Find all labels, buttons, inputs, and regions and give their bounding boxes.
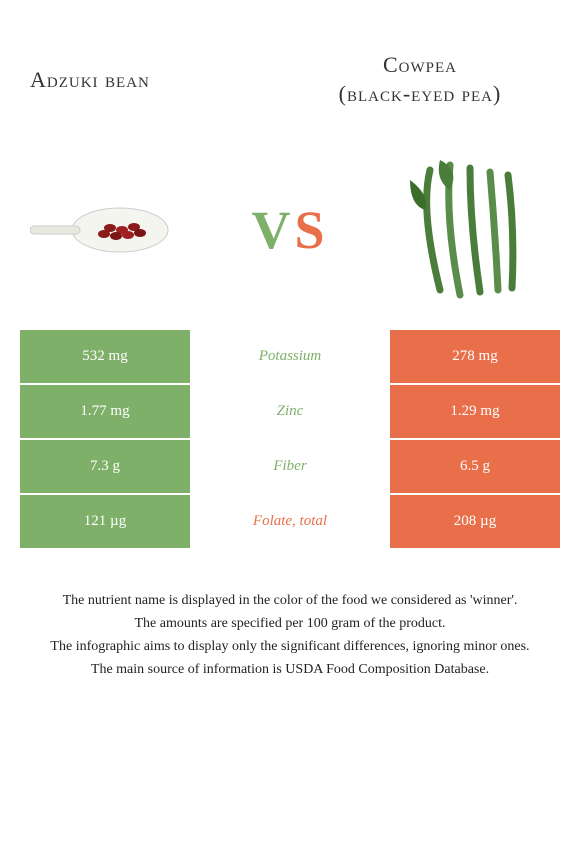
right-food-title: Cowpea (black-eyed pea) [290,51,550,108]
right-title-line2: (black-eyed pea) [290,80,550,109]
footnote-line: The nutrient name is displayed in the co… [20,590,560,611]
nutrient-name: Zinc [190,385,390,440]
vs-label: VS [251,199,328,261]
left-value: 121 µg [20,495,190,550]
nutrient-table: 532 mgPotassium278 mg1.77 mgZinc1.29 mg7… [20,330,560,550]
nutrient-name: Fiber [190,440,390,495]
right-value: 6.5 g [390,440,560,495]
left-value: 7.3 g [20,440,190,495]
images-row: VS [0,140,580,320]
nutrient-row: 7.3 gFiber6.5 g [20,440,560,495]
vs-s: S [294,200,328,260]
footnote-line: The main source of information is USDA F… [20,659,560,680]
left-food-image [30,160,190,300]
nutrient-row: 532 mgPotassium278 mg [20,330,560,385]
header: Adzuki bean Cowpea (black-eyed pea) [0,0,580,140]
right-value: 1.29 mg [390,385,560,440]
footnotes: The nutrient name is displayed in the co… [0,590,580,680]
left-food-title: Adzuki bean [30,67,290,93]
left-value: 1.77 mg [20,385,190,440]
footnote-line: The amounts are specified per 100 gram o… [20,613,560,634]
vs-v: V [251,200,294,260]
nutrient-row: 1.77 mgZinc1.29 mg [20,385,560,440]
nutrient-row: 121 µgFolate, total208 µg [20,495,560,550]
right-value: 208 µg [390,495,560,550]
nutrient-name: Folate, total [190,495,390,550]
right-title-line1: Cowpea [290,51,550,80]
left-value: 532 mg [20,330,190,385]
right-value: 278 mg [390,330,560,385]
footnote-line: The infographic aims to display only the… [20,636,560,657]
right-food-image [390,160,550,300]
nutrient-name: Potassium [190,330,390,385]
